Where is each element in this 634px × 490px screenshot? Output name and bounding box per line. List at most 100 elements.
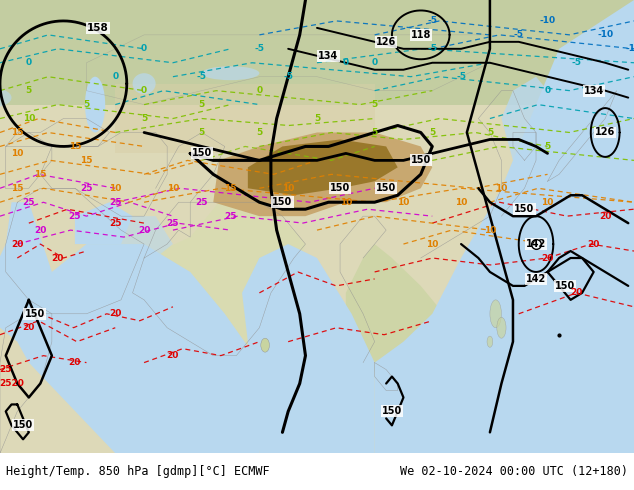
Text: 150: 150 bbox=[330, 183, 350, 193]
Text: 10: 10 bbox=[11, 149, 23, 158]
Text: 25: 25 bbox=[23, 198, 35, 207]
Text: 5: 5 bbox=[429, 128, 436, 137]
Ellipse shape bbox=[0, 87, 11, 108]
Text: 142: 142 bbox=[526, 239, 546, 249]
Text: 15: 15 bbox=[34, 170, 46, 179]
Text: 20: 20 bbox=[570, 289, 583, 297]
Text: 0: 0 bbox=[256, 86, 262, 95]
Polygon shape bbox=[121, 216, 173, 258]
Text: 150: 150 bbox=[411, 155, 431, 166]
Text: 126: 126 bbox=[595, 127, 616, 138]
Polygon shape bbox=[375, 0, 634, 453]
Ellipse shape bbox=[487, 336, 493, 347]
Text: 0: 0 bbox=[112, 72, 119, 81]
Ellipse shape bbox=[85, 77, 105, 132]
Text: -5: -5 bbox=[283, 72, 293, 81]
Polygon shape bbox=[75, 202, 133, 244]
Text: 10: 10 bbox=[167, 184, 179, 193]
Text: 20: 20 bbox=[138, 225, 150, 235]
Text: -5: -5 bbox=[427, 17, 437, 25]
Text: 25: 25 bbox=[68, 212, 81, 220]
Text: 158: 158 bbox=[87, 23, 109, 33]
Text: 10: 10 bbox=[495, 184, 508, 193]
Text: 20: 20 bbox=[167, 351, 179, 360]
Text: 10: 10 bbox=[426, 240, 439, 248]
Text: 25: 25 bbox=[167, 219, 179, 228]
Text: 20: 20 bbox=[11, 240, 23, 248]
Ellipse shape bbox=[133, 73, 155, 94]
Text: 150: 150 bbox=[191, 148, 212, 158]
Polygon shape bbox=[0, 202, 52, 342]
Text: 5: 5 bbox=[256, 128, 262, 137]
Text: 20: 20 bbox=[68, 358, 81, 367]
Text: 0: 0 bbox=[141, 44, 147, 53]
Text: 5: 5 bbox=[141, 114, 147, 123]
Text: 25: 25 bbox=[109, 219, 122, 228]
Text: 10: 10 bbox=[455, 198, 467, 207]
Text: 0: 0 bbox=[141, 86, 147, 95]
Text: -5: -5 bbox=[514, 30, 524, 39]
Text: 20: 20 bbox=[109, 309, 122, 318]
Polygon shape bbox=[115, 84, 375, 153]
Text: 25: 25 bbox=[224, 212, 236, 220]
Text: 25: 25 bbox=[109, 198, 122, 207]
Text: 150: 150 bbox=[514, 204, 534, 214]
Text: 15: 15 bbox=[11, 128, 23, 137]
Polygon shape bbox=[501, 77, 559, 160]
Text: 150: 150 bbox=[13, 420, 33, 430]
Text: 150: 150 bbox=[555, 281, 575, 291]
Text: 142: 142 bbox=[526, 274, 546, 284]
Text: 25: 25 bbox=[195, 198, 208, 207]
Text: 10: 10 bbox=[398, 198, 410, 207]
Text: 10: 10 bbox=[282, 184, 294, 193]
Text: 20: 20 bbox=[541, 253, 553, 263]
Text: 5: 5 bbox=[26, 86, 32, 95]
Text: 134: 134 bbox=[583, 86, 604, 96]
Ellipse shape bbox=[261, 338, 269, 352]
Text: 15: 15 bbox=[224, 184, 236, 193]
Text: -5: -5 bbox=[456, 72, 466, 81]
Ellipse shape bbox=[497, 318, 506, 338]
Text: 10: 10 bbox=[484, 225, 496, 235]
Text: 5: 5 bbox=[198, 128, 205, 137]
Text: 10: 10 bbox=[23, 114, 35, 123]
Text: 20: 20 bbox=[51, 253, 64, 263]
Text: 15: 15 bbox=[81, 156, 93, 165]
Bar bbox=[0, 0, 634, 104]
Text: 5: 5 bbox=[83, 100, 89, 109]
Text: -5: -5 bbox=[197, 72, 207, 81]
Text: 118: 118 bbox=[411, 30, 431, 40]
Text: -5: -5 bbox=[571, 58, 581, 67]
Text: We 02-10-2024 00:00 UTC (12+180): We 02-10-2024 00:00 UTC (12+180) bbox=[399, 465, 628, 478]
Text: 20: 20 bbox=[23, 323, 35, 332]
Text: -10: -10 bbox=[626, 44, 634, 53]
Text: 15: 15 bbox=[68, 142, 81, 151]
Text: 0: 0 bbox=[26, 58, 32, 67]
Text: -5: -5 bbox=[254, 44, 264, 53]
Text: 5: 5 bbox=[545, 142, 551, 151]
Ellipse shape bbox=[490, 300, 501, 328]
Text: 20: 20 bbox=[588, 240, 600, 248]
Text: 2520: 2520 bbox=[0, 379, 24, 388]
Text: 10: 10 bbox=[340, 198, 352, 207]
Polygon shape bbox=[17, 244, 259, 453]
Polygon shape bbox=[242, 244, 375, 453]
Text: 5: 5 bbox=[198, 100, 205, 109]
Text: 20: 20 bbox=[34, 225, 46, 235]
Text: 10: 10 bbox=[109, 184, 122, 193]
Text: 5: 5 bbox=[372, 100, 378, 109]
Text: -10: -10 bbox=[540, 17, 555, 25]
Text: 134: 134 bbox=[318, 51, 339, 61]
Text: -5: -5 bbox=[427, 44, 437, 53]
Text: 20: 20 bbox=[599, 212, 611, 220]
Polygon shape bbox=[133, 202, 306, 356]
Text: 150: 150 bbox=[25, 309, 45, 319]
Text: 5: 5 bbox=[314, 114, 320, 123]
Text: 5: 5 bbox=[487, 128, 493, 137]
Text: 150: 150 bbox=[376, 183, 396, 193]
Polygon shape bbox=[346, 244, 461, 391]
Text: 150: 150 bbox=[272, 197, 292, 207]
Text: 0: 0 bbox=[372, 58, 378, 67]
Text: 5: 5 bbox=[372, 128, 378, 137]
Text: 15: 15 bbox=[11, 184, 23, 193]
